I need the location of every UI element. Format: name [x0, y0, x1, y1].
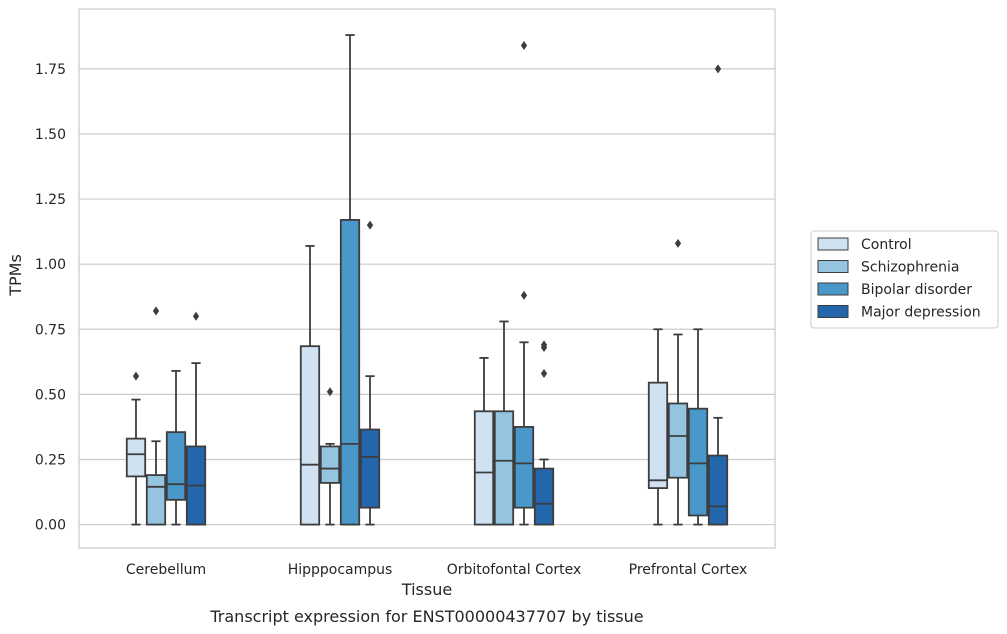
- box-control: [473, 357, 495, 526]
- legend: Control Schizophrenia Bipolar disorder Majo…: [810, 230, 999, 329]
- y-tick-label: 1.75: [35, 62, 66, 78]
- outlier-point: [192, 311, 200, 321]
- box-control: [125, 371, 147, 526]
- box-body: [145, 474, 167, 526]
- box-body: [687, 407, 709, 517]
- legend-swatch: [817, 305, 849, 318]
- box-schizophrenia: [667, 238, 689, 526]
- outlier-point: [520, 290, 528, 300]
- box-body: [359, 428, 381, 509]
- legend-entry: Schizophrenia: [861, 260, 959, 276]
- x-tick-label: Prefrontal Cortex: [629, 562, 748, 578]
- y-tick-label: 0.25: [35, 452, 66, 468]
- box-body: [299, 345, 321, 526]
- outlier-point: [366, 220, 374, 230]
- box-body: [647, 381, 669, 490]
- x-tick-label: Cerebellum: [126, 562, 206, 578]
- x-tick-labels: Cerebellum Hipppocampus Orbitofontal Corte…: [126, 562, 747, 578]
- box-body: [473, 410, 495, 526]
- legend-entry: Bipolar disorder: [861, 282, 972, 298]
- box-bipolar-disorder: [339, 34, 361, 526]
- outlier-point: [326, 387, 334, 397]
- outlier-point: [152, 306, 160, 316]
- legend-swatch: [817, 282, 849, 296]
- legend-swatch: [817, 237, 849, 251]
- y-tick-label: 1.00: [35, 257, 66, 273]
- box-major-depression: [359, 220, 381, 526]
- outlier-point: [540, 340, 548, 350]
- plot-frame: [78, 8, 776, 549]
- box-major-depression: [707, 64, 729, 526]
- outlier-point: [540, 369, 548, 379]
- box-body: [533, 467, 555, 526]
- legend-frame: [810, 230, 999, 329]
- y-tick-label: 1.50: [35, 127, 66, 143]
- boxes: [125, 34, 729, 526]
- outlier-point: [714, 64, 722, 74]
- y-tick-labels: 0.00 0.25 0.50 0.75 1.00 1.25 1.50 1.75: [35, 62, 66, 534]
- box-body: [707, 454, 729, 526]
- box-body: [319, 445, 341, 484]
- y-tick-label: 0.50: [35, 387, 66, 403]
- x-tick-label: Hipppocampus: [288, 562, 393, 578]
- box-schizophrenia: [493, 320, 515, 526]
- outlier-point: [674, 238, 682, 248]
- box-bipolar-disorder: [687, 328, 709, 526]
- x-axis-label: Tissue: [401, 580, 452, 599]
- legend-swatch: [817, 260, 849, 273]
- legend-entry: Major depression: [861, 305, 981, 321]
- y-tick-label: 0.00: [35, 518, 66, 534]
- box-body: [165, 431, 187, 501]
- box-major-depression: [185, 311, 207, 526]
- box-schizophrenia: [145, 306, 167, 526]
- outlier-point: [132, 371, 140, 381]
- box-major-depression: [533, 340, 555, 526]
- y-tick-label: 1.25: [35, 192, 66, 208]
- box-body: [125, 437, 147, 478]
- box-control: [647, 328, 669, 526]
- box-bipolar-disorder: [165, 370, 187, 526]
- box-body: [493, 410, 515, 526]
- chart-caption: Transcript expression for ENST0000043770…: [209, 607, 643, 626]
- box-body: [339, 219, 361, 526]
- y-axis-label: TPMs: [6, 254, 25, 297]
- x-tick-label: Orbitofontal Cortex: [447, 562, 582, 578]
- box-control: [299, 245, 321, 526]
- box-body: [513, 426, 535, 509]
- y-tick-label: 0.75: [35, 322, 66, 338]
- box-schizophrenia: [319, 387, 341, 526]
- legend-entry: Control: [861, 237, 912, 253]
- box-bipolar-disorder: [513, 40, 535, 526]
- box-body: [667, 402, 689, 479]
- outlier-point: [520, 40, 528, 50]
